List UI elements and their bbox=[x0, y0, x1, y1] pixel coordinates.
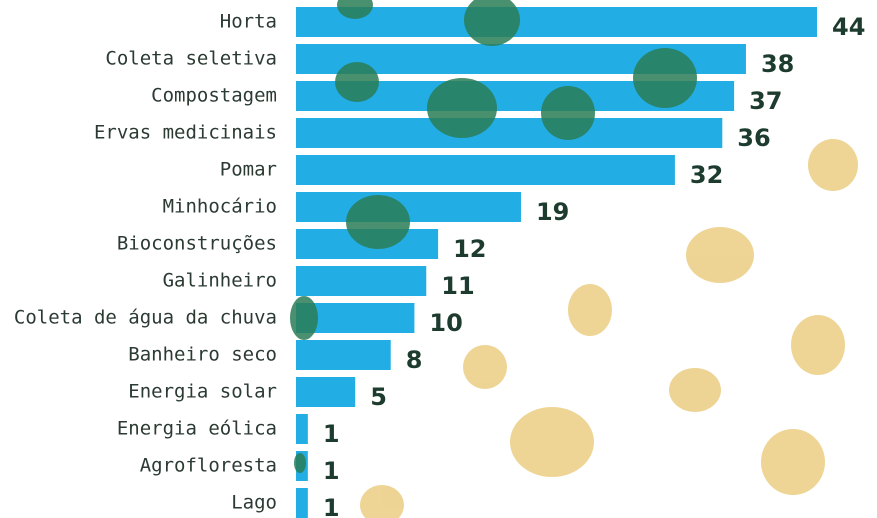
category-label: Compostagem bbox=[151, 85, 277, 107]
category-label: Horta bbox=[220, 11, 277, 33]
category-label: Agrofloresta bbox=[140, 455, 277, 477]
category-label: Minhocário bbox=[163, 196, 277, 218]
category-label: Energia eólica bbox=[117, 418, 277, 440]
value-label: 37 bbox=[749, 87, 782, 115]
value-label: 1 bbox=[323, 494, 340, 518]
category-label: Pomar bbox=[220, 159, 277, 181]
category-label: Coleta seletiva bbox=[105, 48, 277, 70]
bar bbox=[296, 7, 817, 37]
bar bbox=[296, 266, 426, 296]
value-label: 36 bbox=[737, 124, 770, 152]
value-label: 8 bbox=[406, 346, 423, 374]
chart: Horta Coleta seletiva Compostagem Ervas med… bbox=[0, 0, 877, 518]
bar bbox=[296, 155, 675, 185]
bar bbox=[296, 377, 355, 407]
value-label: 32 bbox=[690, 161, 723, 189]
value-label: 10 bbox=[429, 309, 462, 337]
value-label: 19 bbox=[536, 198, 569, 226]
category-label: Banheiro seco bbox=[128, 344, 277, 366]
category-label: Energia solar bbox=[128, 381, 277, 403]
value-label: 44 bbox=[832, 13, 865, 41]
category-label: Ervas medicinais bbox=[94, 122, 277, 144]
value-label: 38 bbox=[761, 50, 794, 78]
bar bbox=[296, 488, 308, 518]
bar bbox=[296, 414, 308, 444]
category-label: Coleta de água da chuva bbox=[14, 307, 277, 329]
value-label: 12 bbox=[453, 235, 486, 263]
category-label: Bioconstruções bbox=[117, 233, 277, 255]
value-label: 11 bbox=[441, 272, 474, 300]
category-label: Lago bbox=[231, 492, 277, 514]
category-label: Galinheiro bbox=[163, 270, 277, 292]
bar bbox=[296, 340, 391, 370]
bar bbox=[296, 118, 722, 148]
value-label: 1 bbox=[323, 420, 340, 448]
value-label: 5 bbox=[370, 383, 387, 411]
value-label: 1 bbox=[323, 457, 340, 485]
